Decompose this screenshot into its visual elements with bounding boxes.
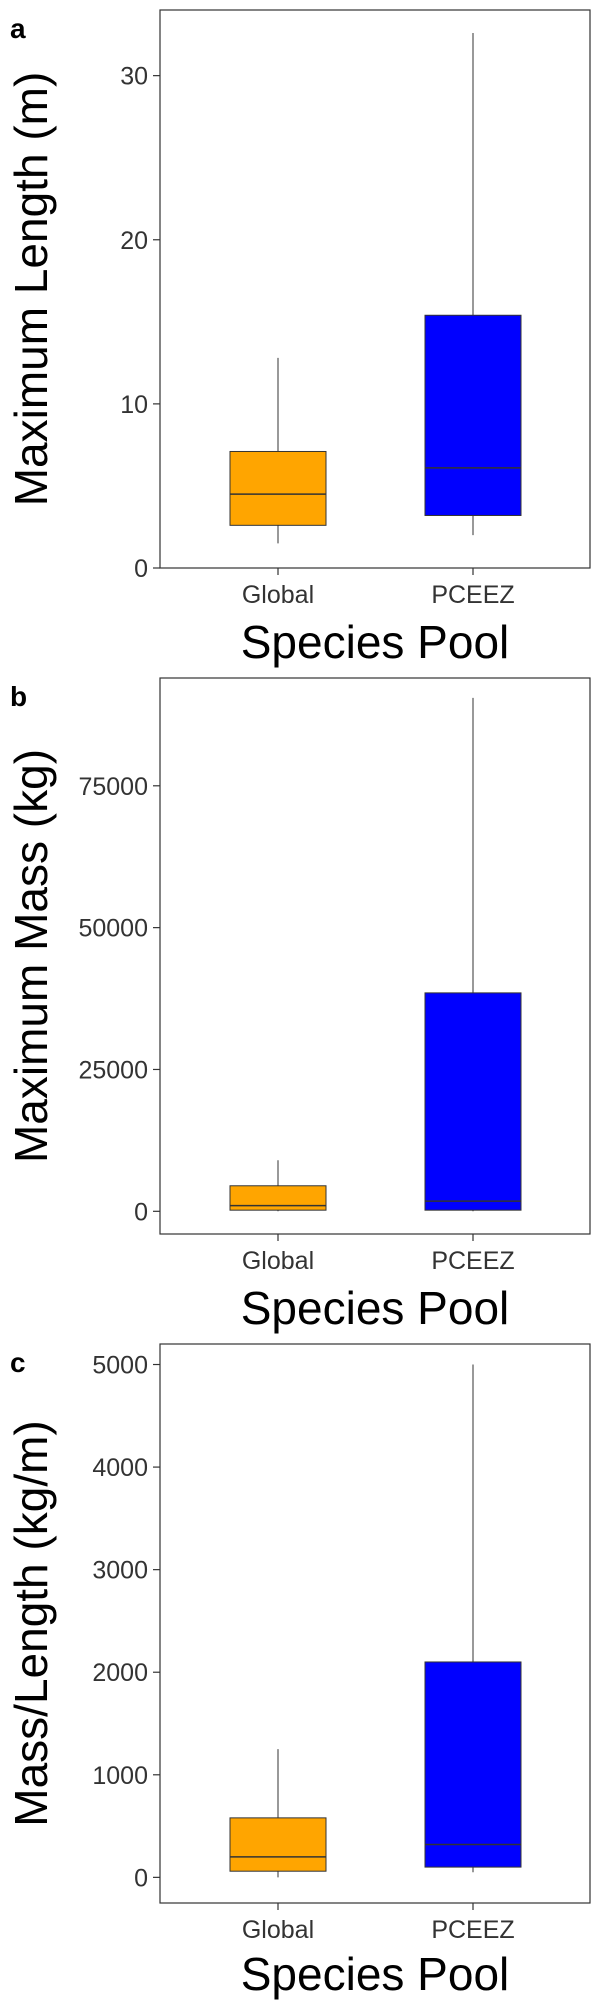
- y-tick-label: 3000: [92, 1557, 148, 1585]
- x-axis-title: Species Pool: [241, 616, 510, 668]
- y-tick-label: 25000: [78, 1056, 148, 1084]
- x-category-label: PCEEZ: [431, 581, 514, 609]
- plot-panel-border: [159, 677, 591, 1235]
- y-tick-label: 75000: [78, 773, 148, 801]
- x-category-label: PCEEZ: [431, 1247, 514, 1275]
- y-tick-label: 2000: [92, 1659, 148, 1687]
- box-pceez: [424, 1661, 522, 1868]
- y-tick-label: 4000: [92, 1454, 148, 1482]
- plot-panel-border: [159, 1343, 591, 1904]
- y-axis-title: Maximum Length (m): [5, 72, 57, 507]
- y-tick-label: 0: [134, 1864, 148, 1892]
- panel-letter: b: [10, 681, 27, 712]
- y-tick-label: 1000: [92, 1762, 148, 1790]
- y-tick-label: 5000: [92, 1352, 148, 1380]
- y-axis-title: Maximum Mass (kg): [5, 749, 57, 1163]
- x-axis-title: Species Pool: [241, 1282, 510, 1334]
- box-global: [229, 450, 327, 526]
- x-category-label: Global: [242, 1247, 314, 1275]
- box-pceez: [424, 314, 522, 516]
- x-axis-title: Species Pool: [241, 1948, 510, 2000]
- x-category-label: Global: [242, 581, 314, 609]
- box-global: [229, 1185, 327, 1211]
- x-category-label: Global: [242, 1916, 314, 1944]
- box-global: [229, 1817, 327, 1872]
- y-tick-label: 0: [134, 555, 148, 583]
- y-tick-label: 0: [134, 1198, 148, 1226]
- plot-panel-border: [159, 9, 591, 569]
- box-pceez: [424, 992, 522, 1211]
- y-tick-label: 50000: [78, 915, 148, 943]
- y-axis-title: Mass/Length (kg/m): [5, 1420, 57, 1826]
- y-tick-label: 30: [120, 63, 148, 91]
- panel-letter: a: [10, 13, 26, 44]
- panel-letter: c: [10, 1347, 26, 1378]
- y-tick-label: 20: [120, 227, 148, 255]
- y-tick-label: 10: [120, 391, 148, 419]
- x-category-label: PCEEZ: [431, 1916, 514, 1944]
